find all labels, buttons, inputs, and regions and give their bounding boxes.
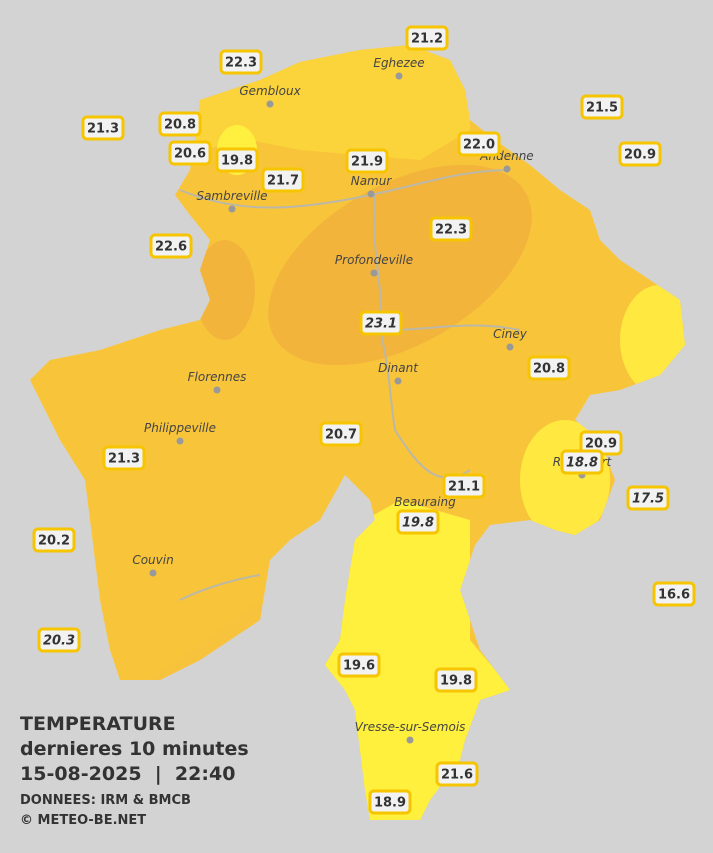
station-box [560, 449, 604, 475]
station-value: 22.3 [225, 56, 257, 71]
stations: 22.3 21.2 21.5 21.3 20.8 20.6 19.8 22.0 20.9 21.9… [32, 25, 696, 815]
city-label: Florennes [188, 370, 247, 384]
station-box [405, 25, 449, 51]
station-box [319, 421, 363, 447]
station-box [261, 167, 305, 193]
station-box [149, 233, 193, 259]
station-box [618, 141, 662, 167]
city-dot [395, 72, 403, 80]
station-box [337, 652, 381, 678]
legend-title: TEMPERATURE [20, 713, 176, 735]
station-box [368, 789, 412, 815]
station-value: 18.8 [566, 456, 598, 471]
station-value: 20.8 [533, 362, 565, 377]
station-value: 19.8 [402, 516, 434, 531]
city-dot [503, 165, 511, 173]
station-value: 19.8 [440, 674, 472, 689]
legend-copyright: © METEO-BE.NET [20, 813, 146, 828]
station-value: 18.9 [374, 796, 406, 811]
station-box [527, 355, 571, 381]
station-box [626, 485, 670, 511]
city-label: Couvin [132, 553, 173, 567]
station-box [32, 527, 76, 553]
station-box [37, 627, 81, 653]
station-value: 20.6 [174, 147, 206, 162]
station-box [219, 49, 263, 75]
city-label: Philippeville [144, 421, 216, 435]
city-label: Beauraing [394, 495, 456, 509]
station-box [81, 115, 125, 141]
station-box [457, 131, 501, 157]
cities: EghezeeGemblouxAndenneNamurSambrevillePr… [132, 56, 613, 744]
station-box [345, 148, 389, 174]
station-box [580, 94, 624, 120]
station-box [158, 111, 202, 137]
legend-datetime: 15-08-2025 | 22:40 [20, 763, 235, 785]
city-dot [176, 437, 184, 445]
city-label: Namur [351, 174, 393, 188]
station-value: 20.3 [43, 634, 75, 649]
station-box [215, 147, 259, 173]
station-value: 21.2 [411, 32, 443, 47]
station-box [396, 509, 440, 535]
station-value: 22.0 [463, 138, 495, 153]
legend: TEMPERATURE dernieres 10 minutes 15-08-2… [20, 713, 249, 828]
station-box [168, 140, 212, 166]
city-label: Profondeville [335, 253, 413, 267]
station-value: 21.3 [87, 122, 119, 137]
city-label: Vresse-sur-Semois [355, 720, 466, 734]
city-dot [367, 190, 375, 198]
station-value: 21.5 [586, 101, 618, 116]
legend-subtitle: dernieres 10 minutes [20, 738, 249, 760]
station-value: 17.5 [632, 492, 664, 507]
station-box [652, 581, 696, 607]
city-dot [266, 100, 274, 108]
city-label: Ciney [493, 327, 528, 341]
station-box [434, 667, 478, 693]
station-value: 22.3 [435, 223, 467, 238]
city-label: Sambreville [196, 189, 267, 203]
city-dot [406, 736, 414, 744]
city-dot [506, 343, 514, 351]
station-value: 21.6 [441, 768, 473, 783]
city-dot [228, 205, 236, 213]
city-dot [394, 377, 402, 385]
city-label: Gembloux [239, 84, 301, 98]
city-dot [149, 569, 157, 577]
station-value: 20.9 [585, 437, 617, 452]
station-value: 19.6 [343, 659, 375, 674]
station-value: 20.2 [38, 534, 70, 549]
station-value: 21.7 [267, 174, 299, 189]
city-dot [370, 269, 378, 277]
station-value: 20.9 [624, 148, 656, 163]
station-value: 22.6 [155, 240, 187, 255]
station-value: 21.1 [448, 480, 480, 495]
station-box [435, 761, 479, 787]
city-dot [213, 386, 221, 394]
station-value: 23.1 [365, 317, 397, 332]
city-label: Eghezee [373, 56, 424, 70]
station-value: 20.7 [325, 428, 357, 443]
station-box [102, 445, 146, 471]
station-value: 21.9 [351, 155, 383, 170]
station-value: 16.6 [658, 588, 690, 603]
city-label: Dinant [378, 361, 419, 375]
legend-source: DONNEES: IRM & BMCB [20, 793, 191, 808]
station-box [442, 473, 486, 499]
station-value: 20.8 [164, 118, 196, 133]
station-box [359, 310, 403, 336]
station-value: 19.8 [221, 154, 253, 169]
station-value: 21.3 [108, 452, 140, 467]
station-box [429, 216, 473, 242]
